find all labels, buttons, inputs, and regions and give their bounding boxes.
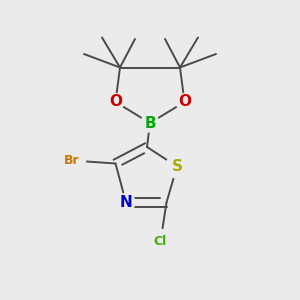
Circle shape [148,230,172,254]
Text: O: O [109,94,122,110]
Text: Br: Br [64,154,80,167]
Circle shape [107,94,124,110]
Text: S: S [172,159,182,174]
Circle shape [58,147,85,174]
Circle shape [117,194,135,211]
Circle shape [176,94,193,110]
Circle shape [166,155,188,178]
Text: Cl: Cl [154,235,167,248]
Text: N: N [120,195,132,210]
Text: B: B [144,116,156,130]
Circle shape [141,114,159,132]
Text: O: O [178,94,191,110]
